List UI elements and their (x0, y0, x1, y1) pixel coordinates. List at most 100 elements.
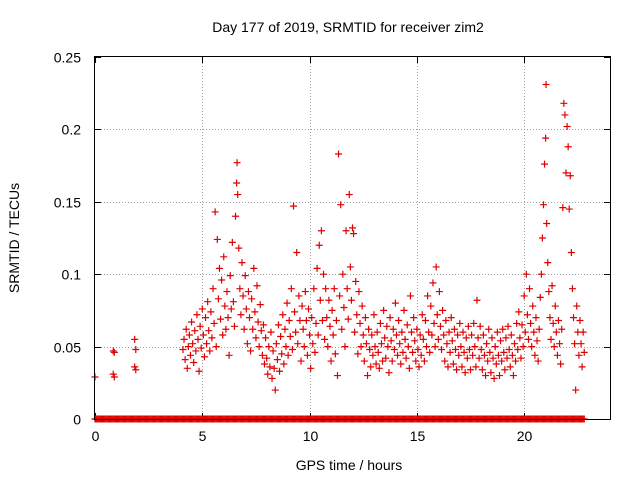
data-point (228, 238, 236, 246)
data-point (239, 292, 247, 300)
data-point (361, 314, 369, 322)
data-point (467, 366, 475, 374)
data-point (383, 322, 391, 330)
data-point (336, 292, 344, 300)
data-point (408, 328, 416, 336)
data-point (473, 296, 481, 304)
data-point (306, 331, 314, 339)
data-point (213, 235, 221, 243)
data-point (547, 335, 555, 343)
data-point (332, 317, 340, 325)
data-point (511, 340, 519, 348)
data-point (521, 328, 529, 336)
data-point (549, 319, 557, 327)
data-point (568, 285, 576, 293)
data-point (522, 270, 530, 278)
data-point (238, 259, 246, 267)
data-point (256, 301, 264, 309)
data-point (441, 357, 449, 365)
y-tick-label: 0 (73, 412, 81, 428)
data-point (279, 311, 287, 319)
data-point (291, 308, 299, 316)
data-point (218, 276, 226, 284)
data-point (444, 363, 452, 371)
data-point (109, 347, 117, 355)
data-point (370, 311, 378, 319)
data-point (519, 343, 527, 351)
data-point (426, 348, 434, 356)
data-point (347, 296, 355, 304)
data-point (436, 322, 444, 330)
data-point (570, 314, 578, 322)
data-point (282, 343, 290, 351)
data-point (215, 264, 223, 272)
data-point (558, 325, 566, 333)
data-point (337, 201, 345, 209)
data-point (559, 204, 567, 212)
data-point (482, 372, 490, 380)
data-point (478, 366, 486, 374)
data-point (233, 179, 241, 187)
data-point (555, 317, 562, 325)
data-point (508, 351, 516, 359)
data-point (351, 328, 359, 336)
data-point (236, 285, 244, 293)
y-tick-label: 0.25 (54, 50, 81, 66)
data-point (326, 322, 334, 330)
data-point (457, 343, 465, 351)
data-point (515, 308, 523, 316)
data-point (419, 335, 427, 343)
data-point (503, 354, 511, 362)
data-point (428, 331, 436, 339)
data-point (369, 351, 377, 359)
data-point (421, 317, 429, 325)
data-point (181, 356, 189, 364)
data-point (463, 354, 471, 362)
data-point (538, 234, 546, 242)
data-point (294, 340, 302, 348)
data-point (443, 340, 451, 348)
data-point (301, 288, 309, 296)
data-point (403, 321, 411, 329)
data-point (420, 357, 428, 365)
data-point (563, 123, 571, 131)
data-point (562, 169, 570, 177)
data-point (333, 372, 341, 380)
x-tick-label: 0 (92, 428, 100, 444)
data-point (386, 314, 394, 322)
data-point (483, 340, 491, 348)
data-point (234, 191, 242, 199)
data-point (284, 351, 292, 359)
data-point (400, 306, 408, 314)
data-point (567, 248, 575, 256)
data-point (288, 345, 296, 353)
data-point (293, 248, 301, 256)
data-point (314, 331, 322, 339)
data-point (411, 337, 419, 345)
data-point (412, 357, 420, 365)
data-point (224, 314, 232, 322)
data-point (504, 322, 512, 330)
data-point (480, 351, 488, 359)
data-point (316, 296, 324, 304)
data-point (258, 351, 266, 359)
data-point (523, 311, 531, 319)
data-point (352, 277, 360, 285)
data-point (469, 351, 477, 359)
data-point (529, 302, 537, 310)
data-point (359, 331, 367, 339)
data-point (405, 364, 413, 372)
data-point (518, 321, 526, 329)
data-point (447, 314, 455, 322)
data-point (433, 311, 441, 319)
chart-title: Day 177 of 2019, SRMTID for receiver zim… (212, 19, 484, 35)
data-point (564, 143, 572, 151)
data-point (430, 319, 438, 327)
data-point (452, 345, 459, 353)
data-point (219, 331, 227, 339)
data-point (364, 372, 372, 380)
data-point (512, 357, 520, 365)
data-point (539, 201, 547, 209)
data-point (340, 304, 348, 312)
data-point (458, 363, 466, 371)
